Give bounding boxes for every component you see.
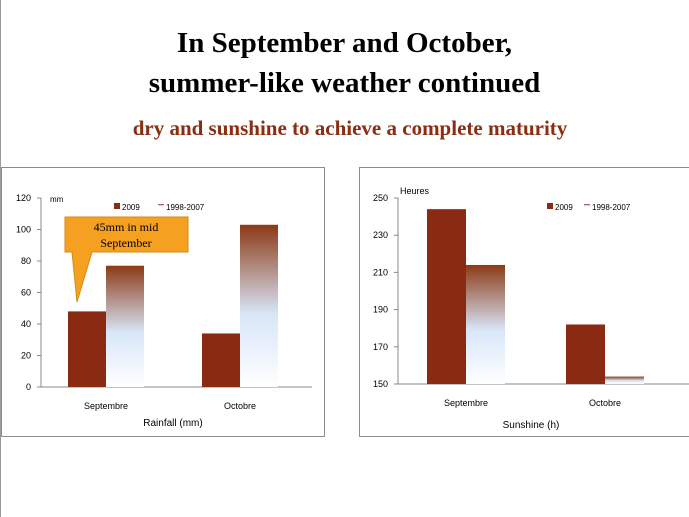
rain-xlabel: Rainfall (mm) (143, 418, 202, 429)
left-edge-line (0, 0, 1, 517)
rain-y-tick-label: 40 (21, 319, 31, 329)
sun-legend-2009-label: 2009 (555, 203, 573, 212)
rain-legend-2009-label: 2009 (122, 203, 140, 212)
sun-y-tick-label: 230 (373, 230, 388, 240)
sunshine-chart: 150 170 190 210 230 250 Septembre Octobre 2009… (359, 167, 689, 437)
sun-legend-avg-swatch (584, 204, 590, 207)
sun-xlabel: Sunshine (h) (503, 420, 560, 431)
rain-category-label: Octobre (224, 401, 256, 411)
rain-legend-avg-swatch (158, 204, 164, 207)
sun-bar-avg-septembre (466, 264, 505, 384)
rain-y-tick-label: 100 (16, 225, 31, 235)
rain-legend-2009-swatch (114, 203, 120, 209)
slide-title-line-2: summer-like weather continued (148, 67, 541, 99)
rainfall-chart-svg: 0 20 40 60 80 100 120 Septembre Octobre 2009 19… (16, 193, 312, 429)
rainfall-chart: 0 20 40 60 80 100 120 Septembre Octobre 2009 19… (1, 167, 325, 437)
sun-y-tick-label: 250 (373, 193, 388, 203)
sun-bar-2009-septembre (427, 209, 466, 384)
sun-category-label: Septembre (444, 398, 488, 408)
sun-bar-2009-octobre (566, 324, 605, 384)
rain-y-tick-label: 60 (21, 288, 31, 298)
rain-y-tick-label: 0 (26, 382, 31, 392)
rain-y-tick-label: 20 (21, 351, 31, 361)
sunshine-chart-svg: 150 170 190 210 230 250 Septembre Octobre 2009… (373, 186, 689, 431)
sun-y-tick-label: 170 (373, 342, 388, 352)
slide-title-line-1: In September and October, (176, 27, 513, 59)
rain-y-tick-label: 120 (16, 193, 31, 203)
rain-category-label: Septembre (84, 401, 128, 411)
rain-legend-avg-label: 1998-2007 (166, 203, 205, 212)
sun-y-tick-label: 210 (373, 267, 388, 277)
sun-y-tick-label: 190 (373, 305, 388, 315)
rain-bar-avg-septembre (106, 265, 144, 387)
rain-bar-2009-septembre (68, 311, 106, 387)
sun-y-tick-label: 150 (373, 379, 388, 389)
slide-subtitle: dry and sunshine to achieve a complete m… (132, 116, 568, 140)
rain-y-tick-label: 80 (21, 256, 31, 266)
sun-unit-label: Heures (400, 186, 430, 196)
sun-bar-avg-octobre (605, 376, 644, 384)
rain-callout-shape (64, 216, 189, 303)
rain-callout-line-2: September (100, 236, 151, 250)
sun-category-label: Octobre (589, 398, 621, 408)
sun-legend-2009-swatch (547, 203, 553, 209)
sun-legend-avg-label: 1998-2007 (592, 203, 631, 212)
rain-bar-2009-octobre (202, 333, 240, 387)
rain-bar-avg-octobre (240, 224, 278, 387)
rain-callout-line-1: 45mm in mid (94, 220, 159, 234)
rain-unit-label: mm (50, 195, 64, 204)
